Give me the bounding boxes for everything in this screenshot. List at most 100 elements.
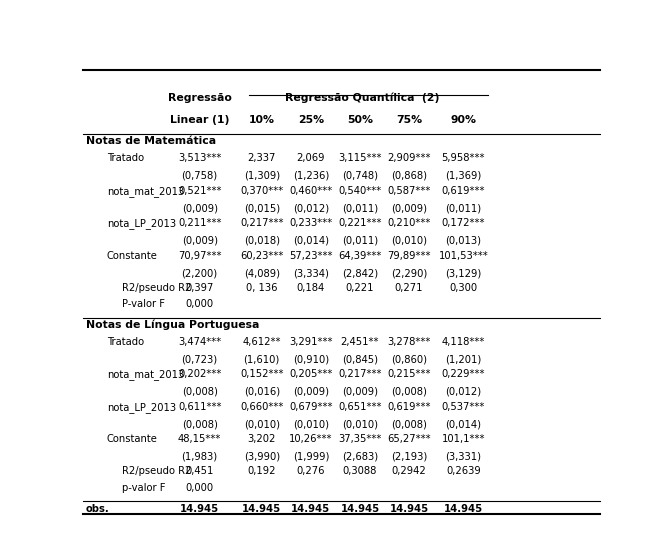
Text: (3,334): (3,334) [293,268,329,278]
Text: Tratado: Tratado [107,154,144,163]
Text: 0,184: 0,184 [297,283,325,293]
Text: 0,619***: 0,619*** [442,185,485,196]
Text: 2,909***: 2,909*** [388,154,431,163]
Text: 5,958***: 5,958*** [442,154,485,163]
Text: 14.945: 14.945 [180,504,219,514]
Text: 0,217***: 0,217*** [338,369,382,379]
Text: 0,202***: 0,202*** [178,369,221,379]
Text: 0,679***: 0,679*** [289,402,333,411]
Text: 0,205***: 0,205*** [289,369,333,379]
Text: (0,748): (0,748) [342,171,378,181]
Text: 0,651***: 0,651*** [338,402,382,411]
Text: (0,868): (0,868) [391,171,427,181]
Text: 0,537***: 0,537*** [442,402,485,411]
Text: 0,2942: 0,2942 [392,466,426,477]
Text: 0,521***: 0,521*** [178,185,221,196]
Text: Tratado: Tratado [107,337,144,347]
Text: 0,300: 0,300 [450,283,478,293]
Text: (0,015): (0,015) [243,204,279,213]
Text: 14.945: 14.945 [340,504,380,514]
Text: 0,152***: 0,152*** [240,369,283,379]
Text: 0,000: 0,000 [185,300,213,310]
Text: (0,014): (0,014) [446,419,482,429]
Text: (0,009): (0,009) [342,387,378,397]
Text: 0,211***: 0,211*** [178,218,221,228]
Text: 57,23***: 57,23*** [289,251,333,261]
Text: 101,1***: 101,1*** [442,434,485,444]
Text: 2,069: 2,069 [297,154,325,163]
Text: (0,012): (0,012) [446,387,482,397]
Text: 2,451**: 2,451** [341,337,379,347]
Text: Notas de Língua Portuguesa: Notas de Língua Portuguesa [86,320,259,330]
Text: (0,016): (0,016) [243,387,279,397]
Text: (1,236): (1,236) [293,171,329,181]
Text: 25%: 25% [297,115,324,125]
Text: 0,192: 0,192 [247,466,276,477]
Text: (0,008): (0,008) [181,419,217,429]
Text: (0,010): (0,010) [243,419,279,429]
Text: 14.945: 14.945 [291,504,330,514]
Text: 0,217***: 0,217*** [240,218,283,228]
Text: 0,611***: 0,611*** [178,402,221,411]
Text: R2/pseudo R2: R2/pseudo R2 [122,466,191,477]
Text: 60,23***: 60,23*** [240,251,283,261]
Text: Regressão: Regressão [167,93,231,103]
Text: 65,27***: 65,27*** [388,434,431,444]
Text: 0,172***: 0,172*** [442,218,485,228]
Text: 0,460***: 0,460*** [289,185,332,196]
Text: 0,271: 0,271 [395,283,424,293]
Text: 64,39***: 64,39*** [338,251,382,261]
Text: 101,53***: 101,53*** [438,251,488,261]
Text: (0,011): (0,011) [446,204,482,213]
Text: 50%: 50% [347,115,373,125]
Text: 3,291***: 3,291*** [289,337,333,347]
Text: Linear (1): Linear (1) [170,115,229,125]
Text: 3,115***: 3,115*** [338,154,382,163]
Text: (3,331): (3,331) [446,451,482,462]
Text: 0,229***: 0,229*** [442,369,485,379]
Text: 0,3088: 0,3088 [343,466,377,477]
Text: 0,451: 0,451 [185,466,214,477]
Text: 48,15***: 48,15*** [178,434,221,444]
Text: Notas de Matemática: Notas de Matemática [86,136,216,146]
Text: P-valor F: P-valor F [122,300,165,310]
Text: obs.: obs. [86,504,109,514]
Text: (2,200): (2,200) [181,268,217,278]
Text: 0,619***: 0,619*** [388,402,431,411]
Text: nota_mat_2013: nota_mat_2013 [107,369,184,380]
Text: 14.945: 14.945 [242,504,281,514]
Text: (1,999): (1,999) [293,451,329,462]
Text: (0,014): (0,014) [293,236,329,246]
Text: 10,26***: 10,26*** [289,434,333,444]
Text: 3,474***: 3,474*** [178,337,221,347]
Text: (0,012): (0,012) [293,204,329,213]
Text: 37,35***: 37,35*** [338,434,382,444]
Text: 0,276: 0,276 [297,466,325,477]
Text: 0,233***: 0,233*** [289,218,332,228]
Text: (0,008): (0,008) [391,419,427,429]
Text: (0,010): (0,010) [342,419,378,429]
Text: (0,018): (0,018) [243,236,279,246]
Text: (0,845): (0,845) [342,354,378,365]
Text: 3,278***: 3,278*** [388,337,431,347]
Text: (0,009): (0,009) [293,387,329,397]
Text: 3,202: 3,202 [247,434,276,444]
Text: (0,008): (0,008) [391,387,427,397]
Text: 14.945: 14.945 [444,504,483,514]
Text: 2,337: 2,337 [247,154,276,163]
Text: 0,215***: 0,215*** [388,369,431,379]
Text: Constante: Constante [107,251,157,261]
Text: 79,89***: 79,89*** [388,251,431,261]
Text: (1,983): (1,983) [181,451,217,462]
Text: 4,612**: 4,612** [243,337,281,347]
Text: 90%: 90% [450,115,476,125]
Text: (0,010): (0,010) [391,236,427,246]
Text: (0,009): (0,009) [181,204,217,213]
Text: 0,587***: 0,587*** [388,185,431,196]
Text: (2,290): (2,290) [391,268,427,278]
Text: (1,201): (1,201) [445,354,482,365]
Text: 14.945: 14.945 [390,504,429,514]
Text: 0,397: 0,397 [185,283,214,293]
Text: nota_LP_2013: nota_LP_2013 [107,218,176,229]
Text: (3,990): (3,990) [243,451,279,462]
